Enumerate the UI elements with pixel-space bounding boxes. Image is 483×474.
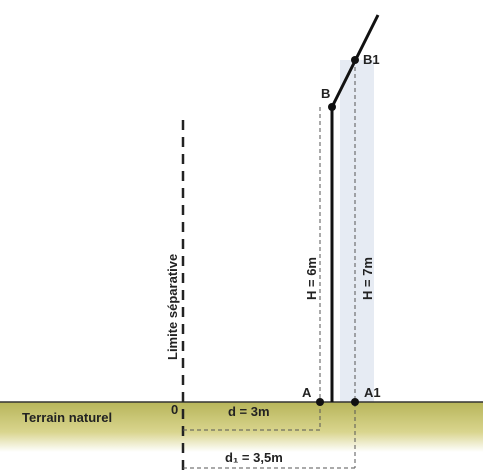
point [351,398,359,406]
point [316,398,324,406]
distance-label: d = 3m [228,404,270,419]
point [351,56,359,64]
point-label: A1 [364,385,381,400]
distance-label: d₁ = 3,5m [225,450,283,465]
ground-label: Terrain naturel [22,410,112,425]
height-zone [340,60,374,402]
ground [0,402,483,452]
point-label: B [321,86,330,101]
height-label: H = 7m [360,257,375,300]
point-label: A [302,385,312,400]
origin-label: 0 [171,402,178,417]
point-label: B1 [363,52,380,67]
height-label: H = 6m [304,257,319,300]
boundary-label: Limite séparative [165,254,180,360]
point [328,103,336,111]
